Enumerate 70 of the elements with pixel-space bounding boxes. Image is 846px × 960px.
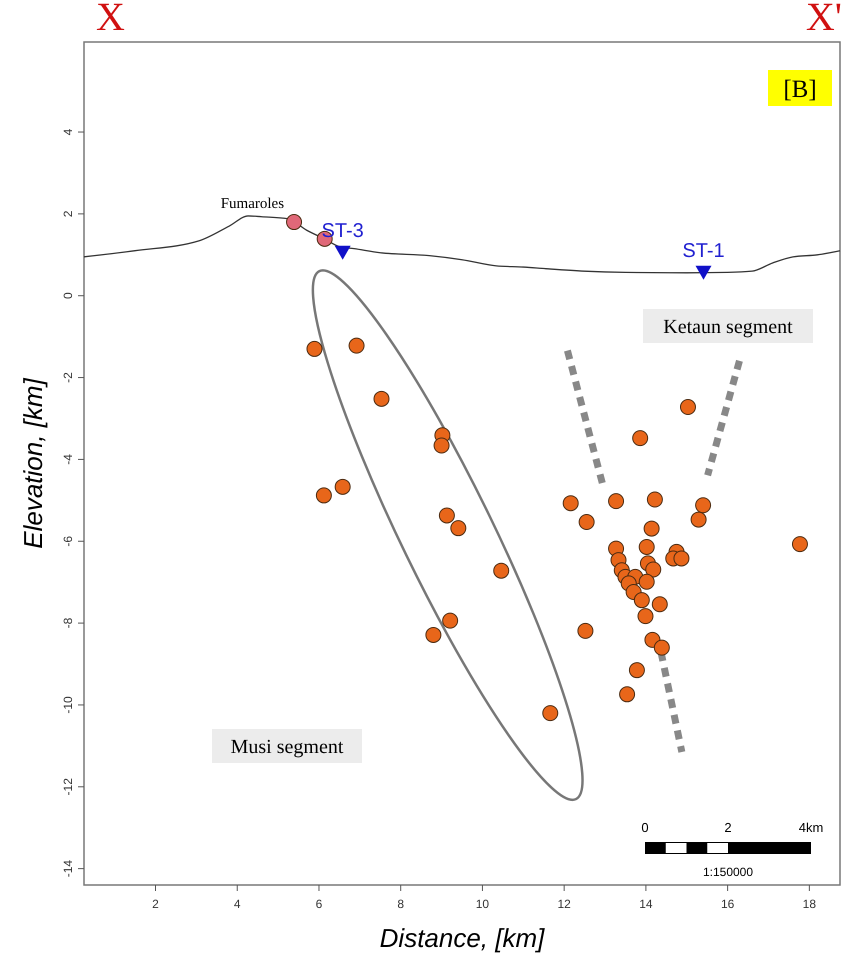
point [542, 705, 558, 722]
x-axis-title: Distance, [km] [380, 923, 546, 953]
point [673, 550, 690, 566]
point [619, 686, 636, 702]
y-tick-label: -4 [61, 454, 75, 465]
point [493, 562, 510, 579]
point [644, 520, 660, 537]
point [562, 495, 579, 512]
point [577, 622, 594, 639]
point [792, 536, 808, 552]
y-axis-title: Elevation, [km] [18, 377, 48, 549]
y-tick-label: -6 [61, 536, 75, 547]
point [638, 538, 655, 555]
x-tick-label: 14 [639, 897, 653, 911]
x-tick-label: 8 [397, 897, 404, 911]
x-tick-label: 18 [802, 897, 816, 911]
annotation: Ketaun segment [663, 316, 794, 338]
point [628, 662, 645, 678]
y-tick-label: 2 [61, 210, 75, 218]
y-tick-label: -2 [61, 372, 75, 383]
x-tick-label: 2 [152, 897, 160, 911]
x-tick-label: 12 [557, 897, 572, 911]
point [696, 266, 712, 280]
point [334, 478, 351, 495]
y-tick-label: 0 [61, 292, 75, 300]
point [286, 214, 302, 230]
y-tick-label: -12 [61, 778, 75, 796]
annotation: 4km [798, 820, 824, 835]
annotation: ST-1 [682, 240, 725, 262]
point [438, 507, 455, 524]
annotation: 2 [724, 820, 732, 835]
point [306, 340, 322, 357]
annotation: Musi segment [230, 736, 344, 758]
point [334, 246, 351, 260]
point [450, 520, 466, 536]
annotation: ST-3 [322, 220, 364, 242]
y-tick-label: -10 [61, 696, 75, 714]
point [680, 399, 696, 416]
y-tick-label: -14 [61, 860, 75, 878]
point [638, 574, 655, 590]
point [316, 487, 332, 504]
point [608, 493, 624, 510]
point [634, 592, 650, 608]
point [654, 640, 670, 656]
point [652, 596, 668, 612]
point [645, 561, 662, 578]
point [632, 430, 648, 446]
line-series [83, 215, 841, 274]
text: X' [806, 0, 842, 39]
point [646, 492, 663, 508]
point [578, 514, 595, 530]
point [690, 512, 707, 528]
point [373, 390, 390, 407]
point [434, 437, 450, 454]
y-tick-label: 4 [61, 128, 75, 136]
x-tick-label: 4 [234, 897, 241, 911]
x-tick-label: 16 [720, 897, 735, 911]
point [442, 612, 458, 629]
point [637, 608, 654, 624]
text: X [96, 0, 125, 39]
point [348, 338, 365, 354]
point [425, 626, 442, 643]
annotation: 1:150000 [702, 865, 754, 879]
y-tick-label: -8 [61, 617, 75, 628]
x-tick-label: 10 [476, 897, 490, 911]
series-label: Fumaroles [220, 196, 284, 212]
point [695, 497, 712, 514]
annotation: [B] [783, 76, 817, 103]
x-tick-label: 6 [316, 897, 323, 911]
annotation: 0 [641, 820, 649, 835]
